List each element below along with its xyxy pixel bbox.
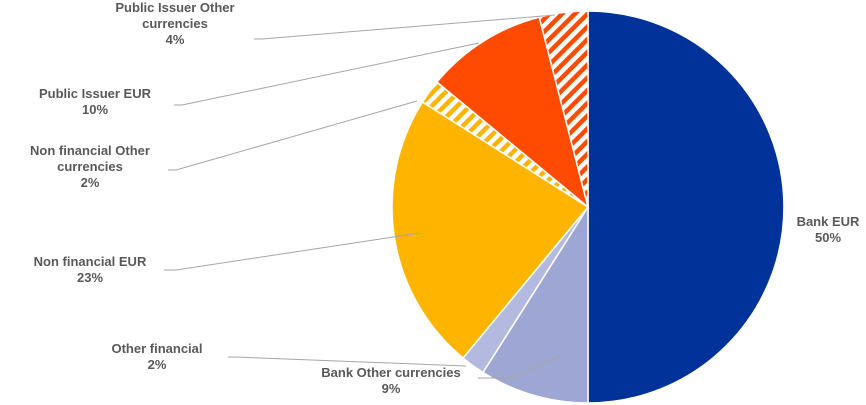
slice-label-bank-eur: Bank EUR 50%	[797, 214, 860, 245]
slice-label-public-issuer-other-currencies: Public Issuer Other currencies 4%	[115, 0, 234, 47]
slice-name-label: currencies	[57, 159, 123, 174]
slice-non-financial-eur	[391, 100, 590, 360]
leader-line-other-financial	[228, 356, 467, 367]
slice-value-label: 4%	[166, 32, 185, 47]
leader-line-public-issuer-eur	[174, 42, 480, 106]
slice-label-non-financial-eur: Non financial EUR 23%	[34, 254, 147, 285]
slice-name-label: Non financial Other	[30, 143, 150, 158]
slice-value-label: 23%	[77, 270, 103, 285]
slice-name-label: Bank EUR	[797, 214, 860, 229]
slice-value-label: 2%	[148, 357, 167, 372]
slice-labels: Bank EUR 50% Bank Other currencies 9% Other …	[30, 0, 860, 396]
slice-name-label: Other financial	[111, 341, 202, 356]
slice-label-public-issuer-eur: Public Issuer EUR 10%	[39, 86, 152, 117]
leader-line-non-financial-eur	[164, 232, 421, 271]
slice-value-label: 2%	[81, 175, 100, 190]
slice-value-label: 10%	[82, 102, 108, 117]
slice-value-label: 9%	[382, 381, 401, 396]
slice-name-label: Public Issuer EUR	[39, 86, 152, 101]
slice-public-issuer-other-currencies	[538, 10, 589, 208]
leader-line-public-issuer-other-currencies	[254, 14, 556, 40]
slice-name-label: Public Issuer Other	[115, 0, 234, 15]
slice-name-label: Non financial EUR	[34, 254, 147, 269]
slice-bank-other-currencies	[481, 204, 589, 404]
slice-label-non-financial-other-currencies: Non financial Other currencies 2%	[30, 143, 150, 190]
slice-public-issuer-eur	[435, 16, 590, 210]
slice-bank-eur	[587, 10, 785, 404]
leader-lines	[164, 14, 561, 379]
slice-label-other-financial: Other financial 2%	[111, 341, 202, 372]
leader-line-non-financial-other-currencies	[168, 100, 418, 171]
slice-value-label: 50%	[815, 230, 841, 245]
pie-slices	[391, 10, 785, 404]
leader-line-bank-other-currencies	[478, 355, 561, 379]
slice-label-bank-other-currencies: Bank Other currencies 9%	[321, 365, 460, 396]
slice-name-label: Bank Other currencies	[321, 365, 460, 380]
slice-name-label: currencies	[142, 16, 208, 31]
